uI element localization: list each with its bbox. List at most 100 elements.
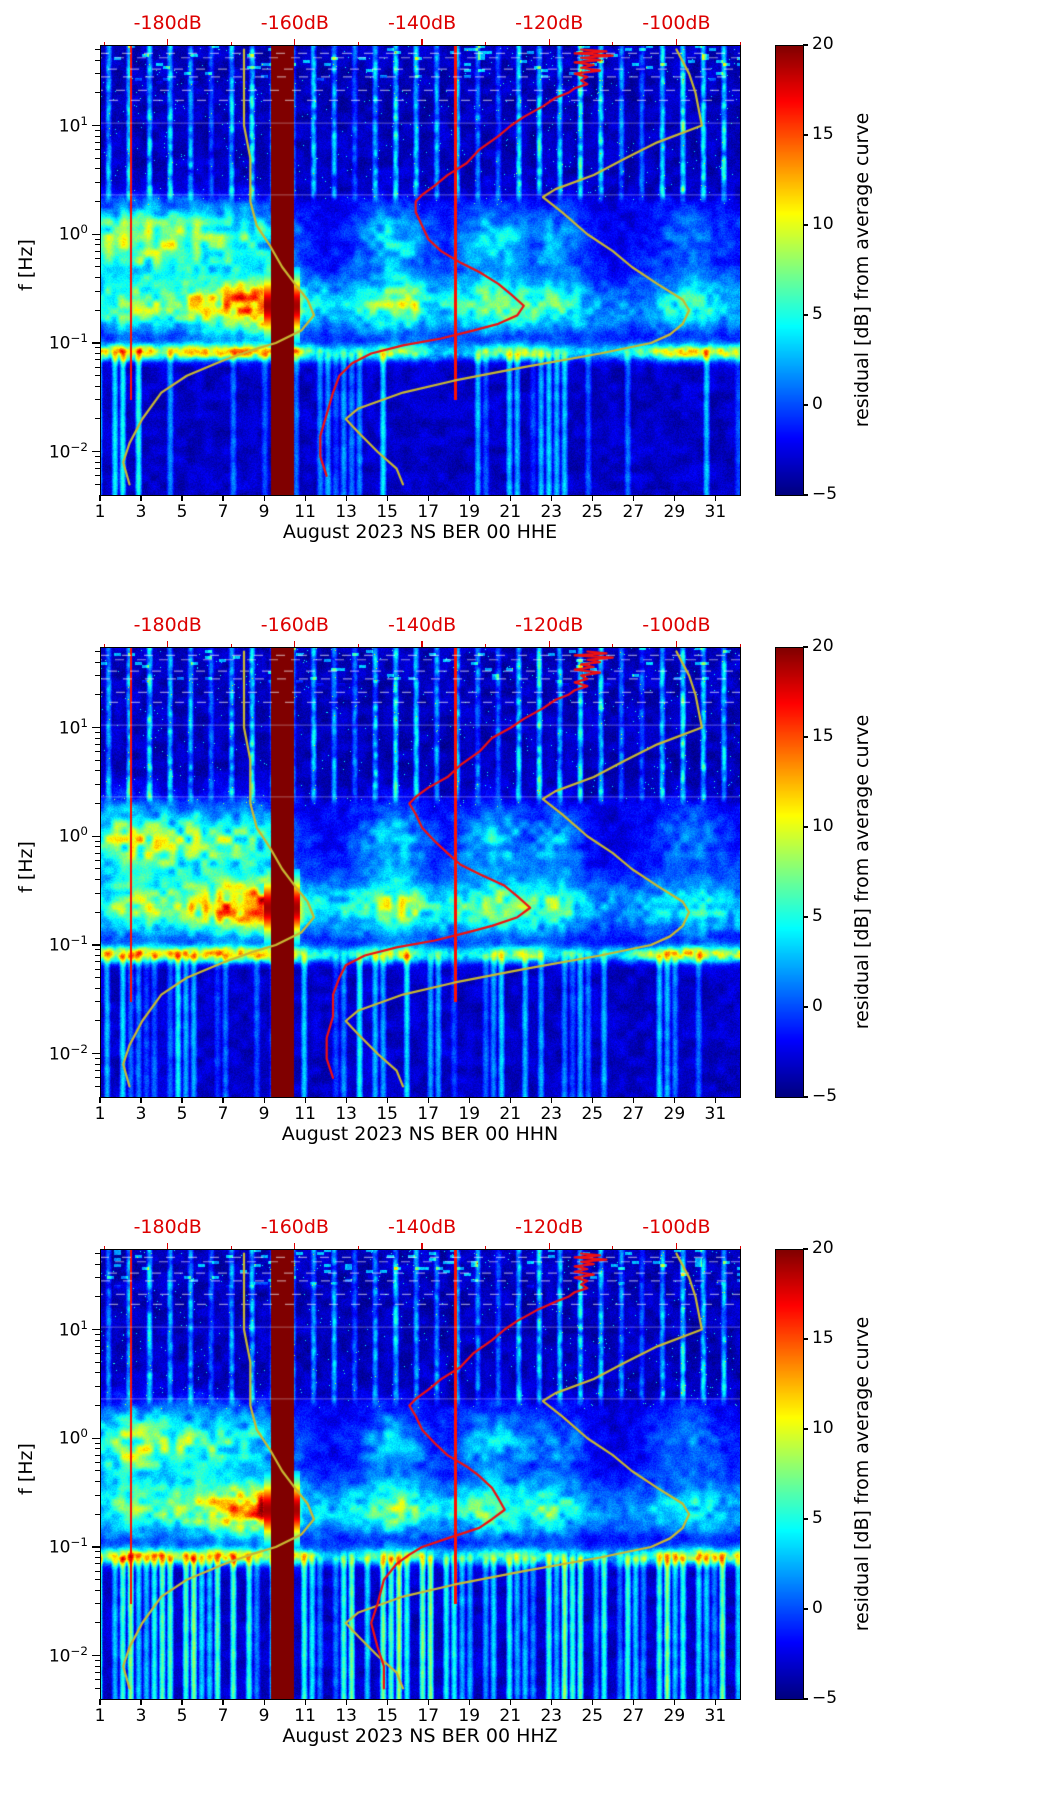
x-tick-label: 17: [417, 502, 440, 522]
top-tick-label: -140dB: [387, 614, 457, 636]
x-tick-label: 23: [540, 502, 563, 522]
colorbar-gradient: [775, 1249, 803, 1699]
x-tick-label: 19: [458, 1706, 481, 1726]
x-tick: [304, 1699, 306, 1705]
x-tick: [509, 1097, 511, 1103]
x-tick-label: 3: [135, 1104, 147, 1124]
y-tick: [92, 1437, 100, 1439]
x-tick-label: 5: [176, 1706, 188, 1726]
x-tick: [181, 495, 183, 501]
y-tick-label: 101: [58, 1317, 88, 1341]
x-tick-label: 11: [294, 1104, 316, 1124]
x-tick: [263, 495, 265, 501]
x-tick: [632, 1097, 634, 1103]
x-tick-label: 5: [176, 502, 188, 522]
top-tick-label: -120dB: [515, 614, 584, 636]
x-tick-label: 27: [622, 1706, 645, 1726]
spectrogram-canvas: [100, 45, 740, 495]
x-tick-label: 17: [417, 1706, 440, 1726]
x-tick-label: 29: [663, 1104, 686, 1124]
spectrogram-panel-hhz: f [Hz] August 2023 NS BER 00 HHZ residua…: [0, 1204, 1052, 1806]
x-tick-label: 7: [217, 1706, 229, 1726]
colorbar-tick: [803, 134, 808, 136]
colorbar-tick: [803, 826, 808, 828]
x-tick: [591, 1699, 593, 1705]
x-tick: [509, 1699, 511, 1705]
x-tick-label: 21: [499, 1104, 522, 1124]
x-tick-label: 31: [704, 1104, 727, 1124]
x-tick: [714, 495, 716, 501]
colorbar-tick-label: 0: [812, 394, 823, 414]
x-tick: [140, 1097, 142, 1103]
x-tick: [263, 1699, 265, 1705]
x-tick: [550, 1699, 552, 1705]
y-tick: [92, 342, 100, 344]
colorbar-tick: [803, 314, 808, 316]
x-tick-label: 25: [581, 1104, 604, 1124]
colorbar-tick-label: 0: [812, 996, 823, 1016]
y-tick-label: 101: [58, 715, 88, 739]
x-tick-label: 29: [663, 1706, 686, 1726]
x-tick: [468, 1699, 470, 1705]
x-tick: [181, 1097, 183, 1103]
y-tick-label: 10−2: [48, 1041, 88, 1065]
colorbar-tick: [803, 224, 808, 226]
y-tick: [92, 1655, 100, 1657]
x-tick-label: 17: [417, 1104, 440, 1124]
colorbar-tick-label: −5: [812, 484, 838, 504]
y-tick-label: 100: [58, 222, 88, 245]
x-tick: [427, 495, 429, 501]
colorbar-tick-label: 15: [812, 726, 834, 746]
colorbar-tick-label: 5: [812, 304, 823, 324]
y-tick-label: 10−1: [48, 932, 88, 956]
x-tick-label: 9: [258, 1104, 270, 1124]
colorbar-tick: [803, 646, 808, 648]
x-tick-label: 1: [94, 1706, 106, 1726]
colorbar-tick-label: 20: [812, 1238, 834, 1258]
top-tick-label: -180dB: [133, 12, 202, 34]
x-tick: [427, 1097, 429, 1103]
spectrogram-panel-hhn: f [Hz] August 2023 NS BER 00 HHN residua…: [0, 602, 1052, 1204]
y-tick: [92, 1546, 100, 1548]
x-tick: [386, 495, 388, 501]
x-tick-label: 3: [135, 502, 147, 522]
colorbar-tick-label: 0: [812, 1598, 823, 1618]
colorbar-label: residual [dB] from average curve: [851, 112, 873, 428]
x-tick: [304, 1097, 306, 1103]
x-axis-title: August 2023 NS BER 00 HHZ: [282, 1725, 558, 1747]
x-tick-label: 13: [335, 1104, 357, 1124]
x-tick: [632, 495, 634, 501]
x-tick-label: 25: [581, 502, 604, 522]
y-tick: [92, 1053, 100, 1055]
x-tick: [591, 1097, 593, 1103]
colorbar-tick-label: 20: [812, 636, 834, 656]
x-axis-title: August 2023 NS BER 00 HHE: [282, 521, 558, 543]
colorbar-tick-label: 5: [812, 906, 823, 926]
y-tick-label: 10−2: [48, 1643, 88, 1667]
x-tick-label: 19: [458, 502, 481, 522]
y-tick-label: 10−1: [48, 1534, 88, 1558]
y-tick: [92, 944, 100, 946]
x-tick-label: 31: [704, 502, 727, 522]
colorbar-tick: [803, 1006, 808, 1008]
top-tick-label: -160dB: [260, 1216, 329, 1238]
colorbar-tick-label: 15: [812, 1328, 834, 1348]
colorbar-gradient: [775, 647, 803, 1097]
top-tick-label: -100dB: [642, 1216, 711, 1238]
x-tick: [673, 1097, 675, 1103]
x-tick-label: 23: [540, 1104, 563, 1124]
y-axis-label: f [Hz]: [15, 841, 37, 893]
colorbar-tick: [803, 404, 808, 406]
y-axis-label: f [Hz]: [15, 239, 37, 291]
y-tick-label: 101: [58, 113, 88, 137]
top-tick-label: -120dB: [515, 12, 584, 34]
colorbar-tick: [803, 1608, 808, 1610]
x-tick-label: 13: [335, 502, 357, 522]
x-tick: [509, 495, 511, 501]
colorbar-tick: [803, 1428, 808, 1430]
x-tick: [468, 495, 470, 501]
x-tick-label: 15: [376, 1104, 398, 1124]
colorbar-tick: [803, 1096, 808, 1098]
x-tick-label: 9: [258, 502, 270, 522]
x-tick-label: 31: [704, 1706, 727, 1726]
